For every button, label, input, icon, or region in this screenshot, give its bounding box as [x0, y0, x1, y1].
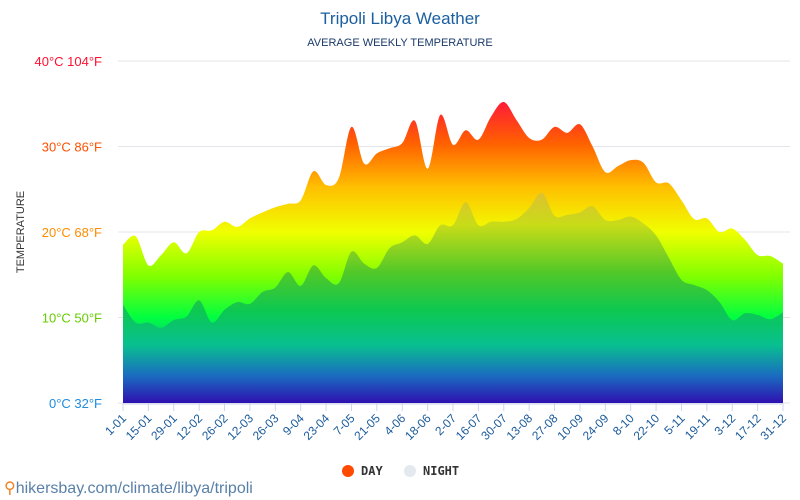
source-link[interactable]: ⚲hikersbay.com/climate/libya/tripoli — [4, 478, 253, 498]
y-tick-label: 20°C 68°F — [42, 225, 102, 240]
legend-item-day[interactable]: DAY — [342, 464, 383, 478]
x-tick-label: 12-03 — [224, 411, 256, 443]
y-tick-label: 0°C 32°F — [49, 396, 102, 411]
x-tick-label: 24-09 — [580, 411, 612, 443]
x-tick-label: 31-12 — [758, 411, 790, 443]
source-text: hikersbay.com/climate/libya/tripoli — [15, 480, 253, 497]
x-tick-label: 30-07 — [478, 411, 510, 443]
legend-swatch-day — [342, 465, 354, 477]
map-pin-icon: ⚲ — [4, 480, 16, 497]
legend-swatch-night — [404, 465, 416, 477]
y-tick-label: 10°C 50°F — [42, 311, 102, 326]
legend-label-night: NIGHT — [423, 464, 459, 478]
chart-subtitle: AVERAGE WEEKLY TEMPERATURE — [307, 37, 492, 49]
x-tick-label: 19-11 — [682, 411, 713, 442]
x-tick-label: 23-04 — [301, 411, 333, 443]
x-tick-label: 10-09 — [554, 411, 586, 443]
legend-label-day: DAY — [361, 464, 383, 478]
night-area — [123, 192, 783, 403]
x-tick-label: 16-07 — [453, 411, 485, 443]
legend: DAY NIGHT — [342, 464, 459, 478]
x-tick-label: 22-10 — [631, 411, 663, 443]
x-tick-label: 17-12 — [732, 411, 764, 443]
x-tick-label: 29-01 — [148, 411, 180, 443]
x-tick-label: 27-08 — [529, 411, 561, 443]
x-tick-label: 18-06 — [402, 411, 434, 443]
x-tick-label: 21-05 — [351, 411, 383, 443]
y-tick-label: 30°C 86°F — [42, 140, 102, 155]
x-tick-label: 26-03 — [250, 411, 282, 443]
x-tick-label: 26-02 — [199, 411, 231, 443]
x-tick-label: 15-01 — [123, 411, 155, 443]
y-tick-label: 40°C 104°F — [35, 54, 103, 69]
legend-item-night[interactable]: NIGHT — [404, 464, 459, 478]
x-tick-label: 13-08 — [504, 411, 536, 443]
y-axis-title: TEMPERATURE — [15, 191, 27, 273]
x-tick-label: 12-02 — [174, 411, 206, 443]
chart-title: Tripoli Libya Weather — [320, 9, 480, 28]
